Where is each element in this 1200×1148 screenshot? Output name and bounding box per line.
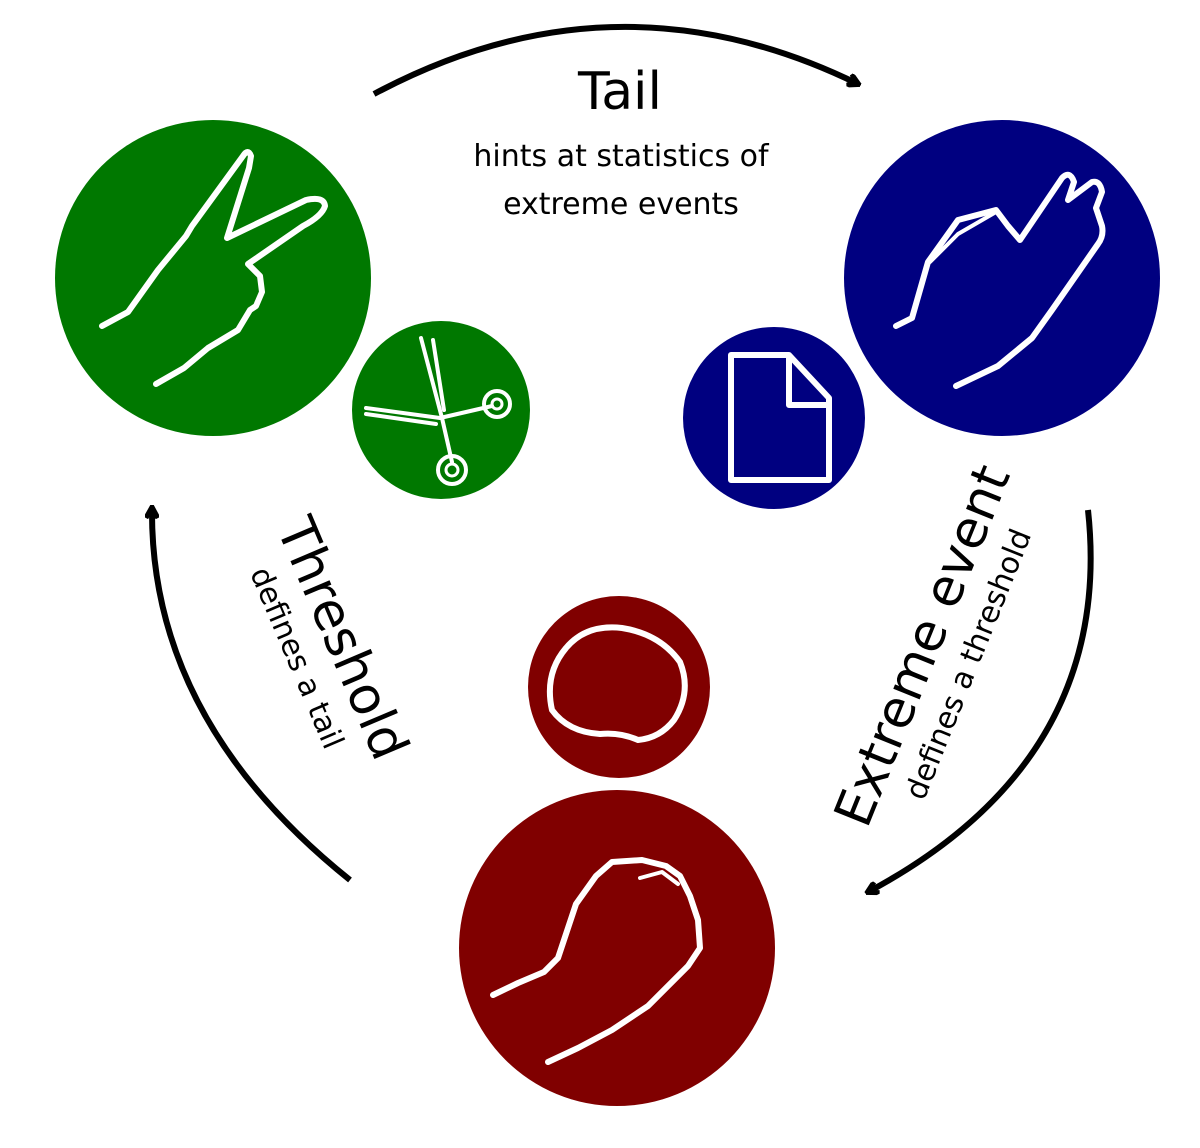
scissors-icon: [364, 336, 512, 486]
fist-hand-icon: [490, 857, 703, 1065]
arrow-scissors-to-paper: [372, 23, 858, 97]
paper-sheet-icon: [728, 352, 832, 483]
rock-icon: [546, 624, 688, 743]
tail-subtitle-line-1: hints at statistics of: [473, 139, 770, 174]
tail-title: Tail: [577, 62, 662, 122]
edge-label-extreme-event: Extreme event defines a threshold: [823, 457, 1039, 835]
rock-hand-circle: [459, 790, 775, 1106]
scissors-node: [55, 120, 530, 499]
v-sign-hand-icon: [99, 149, 328, 387]
rock-node: [459, 596, 775, 1106]
edge-label-threshold: Threshold defines a tail: [242, 508, 419, 768]
paper-hand-circle: [844, 120, 1160, 436]
arrow-paper-to-rock: [868, 509, 1094, 892]
edge-label-tail: Tail hints at statistics of extreme even…: [473, 62, 770, 222]
tail-subtitle-line-2: extreme events: [503, 187, 739, 222]
paper-node: [683, 120, 1160, 509]
scissors-hand-circle: [55, 120, 371, 436]
arrow-rock-to-scissors: [152, 508, 352, 883]
flat-hand-icon: [893, 171, 1106, 389]
